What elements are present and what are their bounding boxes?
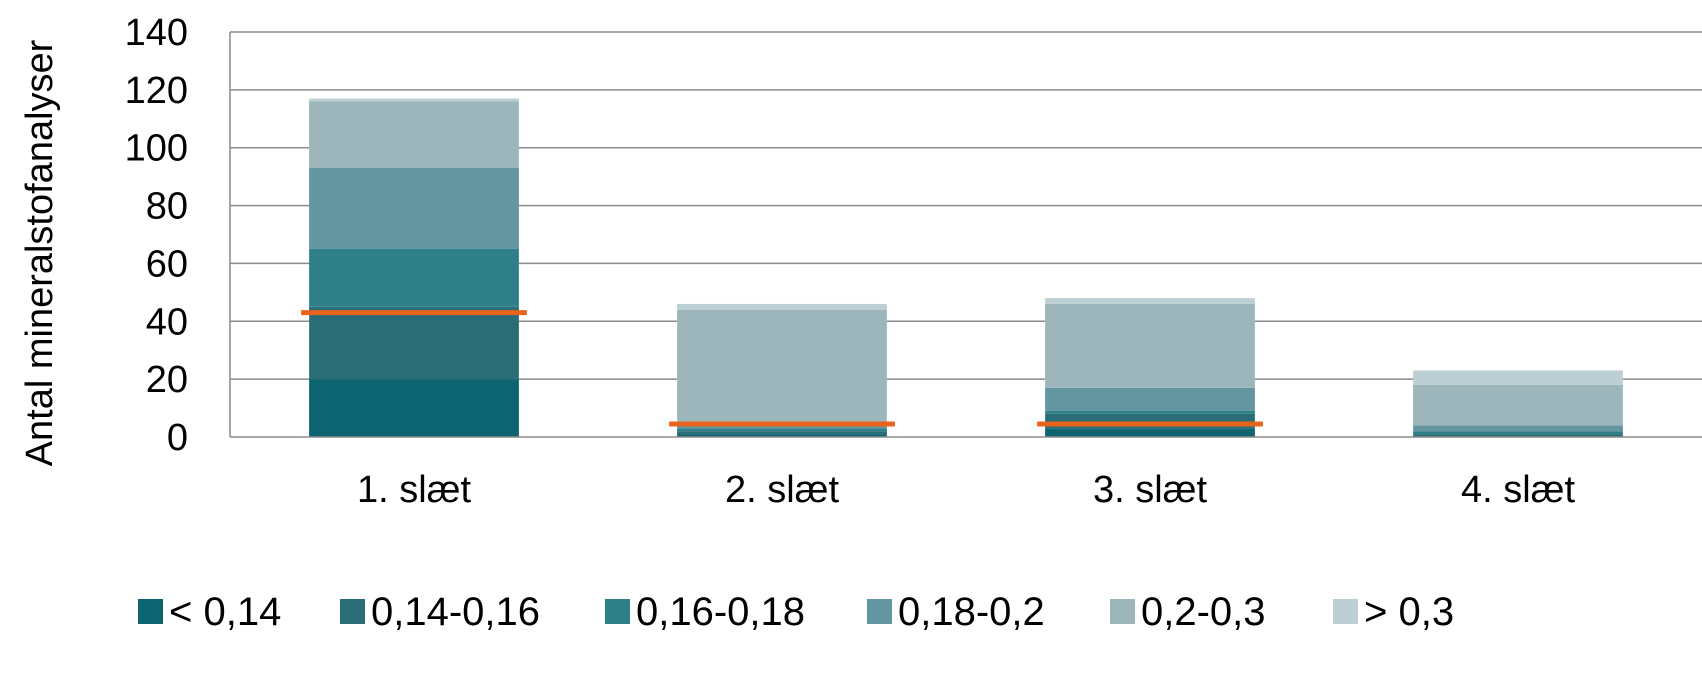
y-tick-label: 60 bbox=[146, 243, 188, 285]
legend-swatch bbox=[138, 599, 163, 624]
legend-label: > 0,3 bbox=[1364, 590, 1454, 634]
legend-label: 0,2-0,3 bbox=[1141, 590, 1266, 634]
bar-segment bbox=[309, 306, 519, 380]
bar-segment bbox=[677, 434, 887, 437]
bar-segment bbox=[677, 431, 887, 435]
bar-segment bbox=[1413, 425, 1623, 432]
y-tick-label: 120 bbox=[125, 70, 188, 112]
x-tick-label: 2. slæt bbox=[725, 469, 839, 511]
x-tick-label: 1. slæt bbox=[357, 469, 471, 511]
legend: < 0,14 0,14-0,16 0,16-0,18 0,18-0,2 0,2-0,3 >… bbox=[138, 590, 1454, 634]
legend-swatch bbox=[340, 599, 365, 624]
legend-label: < 0,14 bbox=[169, 590, 281, 634]
bar-segment bbox=[677, 309, 887, 423]
legend-label: 0,14-0,16 bbox=[371, 590, 540, 634]
bar-segment bbox=[677, 303, 887, 310]
legend-swatch bbox=[1333, 599, 1358, 624]
y-tick-label: 100 bbox=[125, 128, 188, 170]
bar-segment bbox=[1045, 298, 1255, 304]
reference-lines bbox=[301, 310, 1263, 427]
bar-segment bbox=[1045, 410, 1255, 414]
y-tick-label: 80 bbox=[146, 186, 188, 228]
bar-segment bbox=[1045, 387, 1255, 411]
bar-segment bbox=[1045, 303, 1255, 388]
legend-swatch bbox=[605, 599, 630, 624]
legend-swatch bbox=[867, 599, 892, 624]
x-tick-label: 3. slæt bbox=[1093, 469, 1207, 511]
bar-segment bbox=[1045, 428, 1255, 437]
y-tick-label: 40 bbox=[146, 301, 188, 343]
bar-segment bbox=[677, 428, 887, 432]
bar-segment bbox=[1413, 431, 1623, 435]
axes: 0 20 40 60 80 100 120 140 1. slæt 2. slæt 3. slæt 4… bbox=[125, 12, 1702, 511]
legend-label: 0,18-0,2 bbox=[898, 590, 1045, 634]
bar-segment bbox=[309, 248, 519, 307]
bar-segment bbox=[309, 101, 519, 168]
x-tick-label: 4. slæt bbox=[1461, 469, 1575, 511]
y-tick-label: 0 bbox=[167, 417, 188, 459]
legend-swatch bbox=[1110, 599, 1135, 624]
bars bbox=[309, 98, 1623, 437]
bar-segment bbox=[309, 379, 519, 437]
bar-segment bbox=[1413, 370, 1623, 385]
bar-segment bbox=[309, 98, 519, 102]
y-axis-label: Antal mineralstofanalyser bbox=[19, 39, 61, 466]
bar-segment bbox=[309, 167, 519, 249]
y-tick-label: 140 bbox=[125, 12, 188, 54]
bar-segment bbox=[1413, 434, 1623, 437]
legend-label: 0,16-0,18 bbox=[636, 590, 805, 634]
y-tick-label: 20 bbox=[146, 359, 188, 401]
bar-segment bbox=[1413, 384, 1623, 426]
